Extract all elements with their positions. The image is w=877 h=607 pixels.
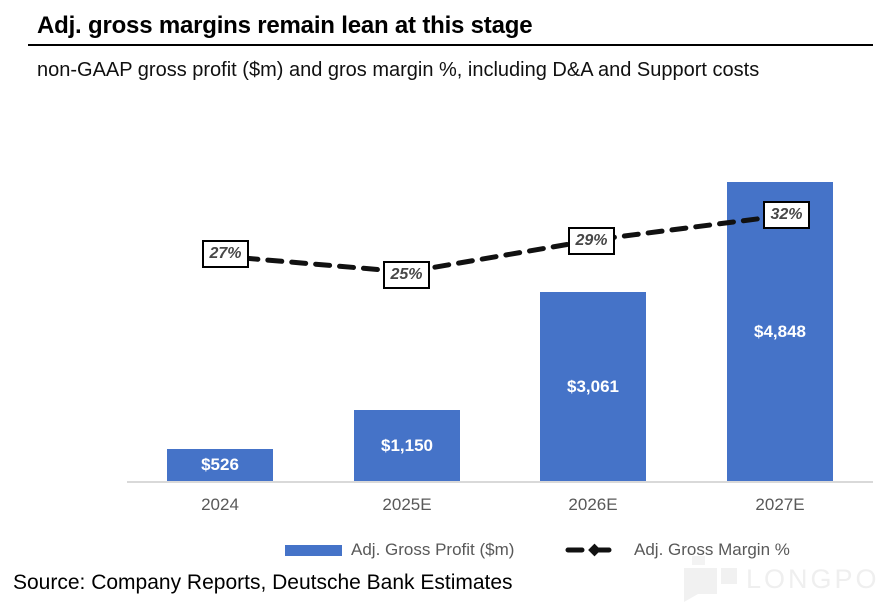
legend-label: Adj. Gross Margin % <box>634 540 790 559</box>
source-note: Source: Company Reports, Deutsche Bank E… <box>13 571 513 594</box>
longport-logo-icon <box>684 554 740 604</box>
x-axis-label-2024: 2024 <box>201 495 239 514</box>
bar-value-label: $526 <box>201 455 239 474</box>
chart-subtitle: non-GAAP gross profit ($m) and gros marg… <box>37 59 760 81</box>
dashed-line-diamond-icon <box>565 543 625 557</box>
margin-label-2027E: 32% <box>763 201 810 229</box>
margin-label-2026E: 29% <box>568 227 615 255</box>
bar-swatch-icon <box>285 544 342 556</box>
margin-label-2024: 27% <box>202 240 249 268</box>
x-axis-line <box>127 481 873 483</box>
legend-item-gross-margin: Adj. Gross Margin % <box>565 540 790 560</box>
bar-value-label: $1,150 <box>381 435 433 455</box>
bar-2026E: $3,061 <box>540 292 646 481</box>
legend-item-gross-profit: Adj. Gross Profit ($m) <box>285 540 514 560</box>
x-axis-label-2025E: 2025E <box>382 495 432 514</box>
title-underline <box>28 44 873 46</box>
page-title: Adj. gross margins remain lean at this s… <box>37 12 533 39</box>
bar-value-label: $4,848 <box>754 321 806 341</box>
longport-watermark: LONGPORT <box>684 554 877 604</box>
legend-label: Adj. Gross Profit ($m) <box>351 540 515 559</box>
watermark-text: LONGPORT <box>746 564 877 594</box>
bar-value-label: $3,061 <box>567 376 619 396</box>
margin-label-2025E: 25% <box>383 261 430 289</box>
x-axis-label-2027E: 2027E <box>755 495 805 514</box>
bar-2024: $526 <box>167 449 273 481</box>
bar-2025E: $1,150 <box>354 410 460 481</box>
x-axis-label-2026E: 2026E <box>568 495 618 514</box>
